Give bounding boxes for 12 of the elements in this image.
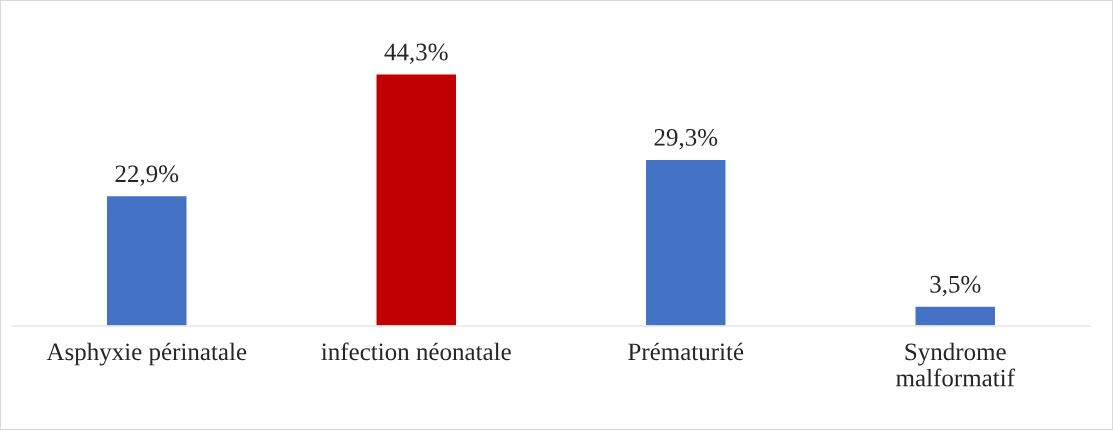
data-label: 3,5%: [930, 275, 981, 297]
data-label: 44,3%: [384, 43, 448, 65]
bar: [375, 73, 458, 326]
bar: [644, 158, 727, 326]
data-label: 29,3%: [654, 128, 718, 150]
data-label: 22,9%: [115, 165, 179, 186]
x-tick-label: Syndrome malformatif: [896, 342, 1015, 387]
x-tick-label: Asphyxie périnatale: [46, 342, 247, 366]
bar: [105, 194, 188, 326]
bar: [914, 305, 997, 326]
x-tick-label: infection néonatale: [321, 342, 511, 361]
x-tick-label: Prématurité: [628, 342, 744, 361]
